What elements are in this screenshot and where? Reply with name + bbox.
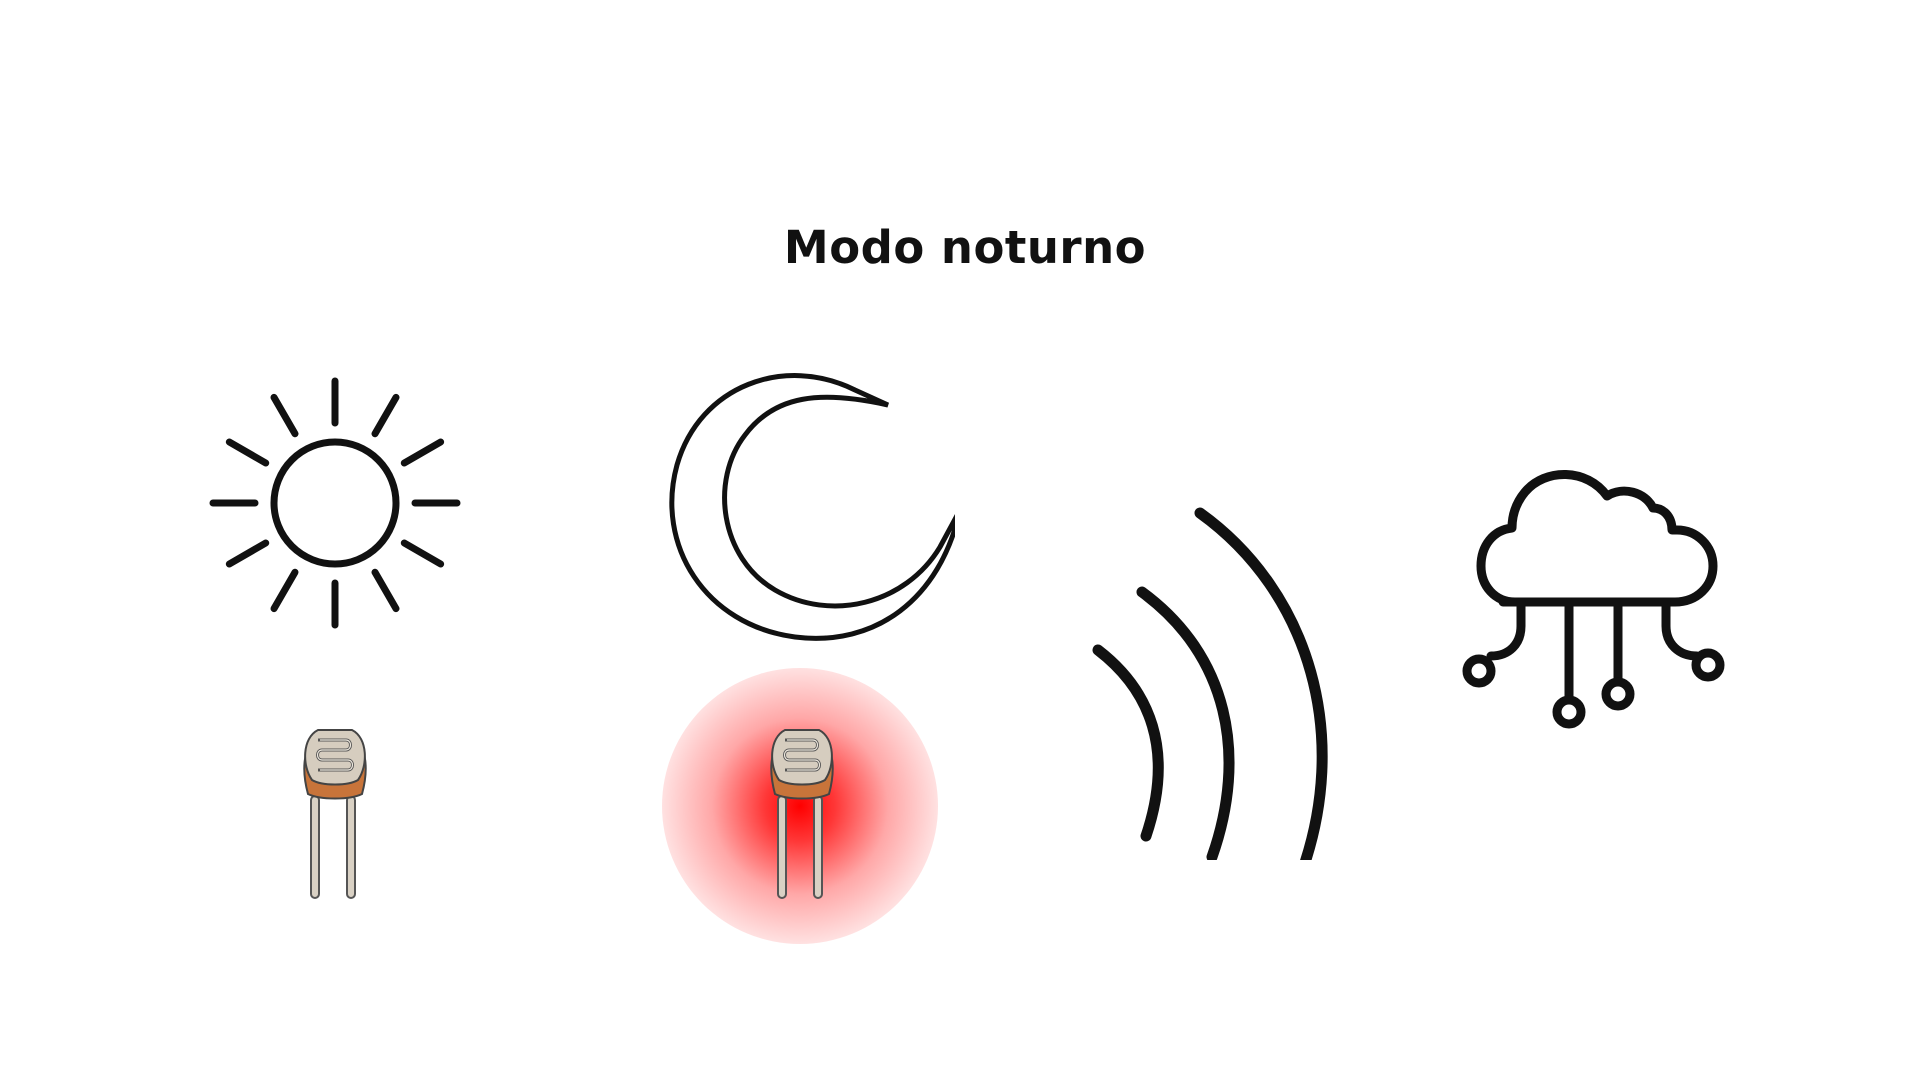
cloud-network-icon (1462, 470, 1725, 729)
sun-ray (371, 568, 400, 613)
sun-ray (225, 539, 270, 568)
sun-ray (270, 568, 299, 613)
diagram-title: Modo noturno (783, 221, 1147, 274)
moon-icon (669, 373, 955, 641)
wireless-signal-icon (1092, 507, 1328, 860)
sun-ray (400, 539, 445, 568)
sun-ray (225, 438, 270, 467)
sensor-glow (662, 668, 938, 944)
sun-icon (209, 377, 461, 629)
sun-ray (270, 393, 299, 438)
sun-ray (371, 393, 400, 438)
sun-ray (400, 438, 445, 467)
ldr-sensor-off-icon (303, 729, 367, 899)
ldr-sensor-on-icon (770, 729, 834, 899)
